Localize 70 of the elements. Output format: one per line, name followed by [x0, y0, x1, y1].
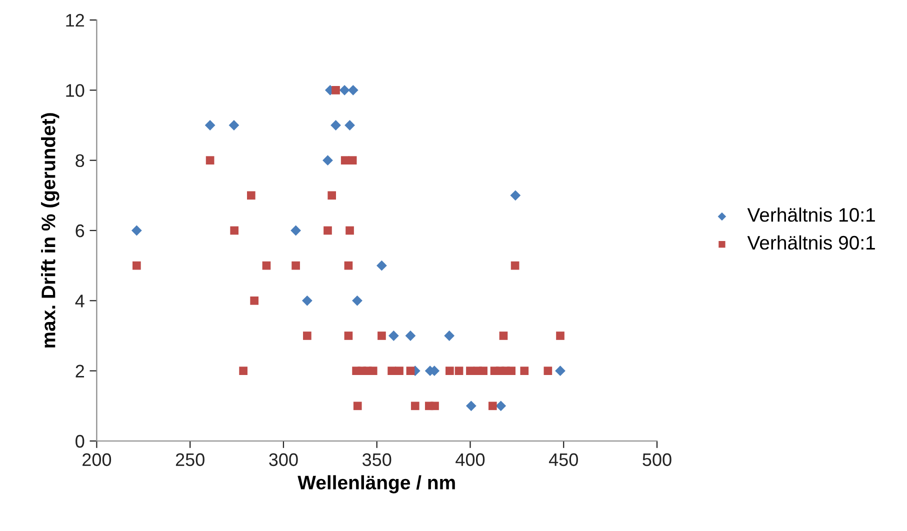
point: [131, 225, 142, 236]
point: [510, 190, 521, 201]
y-tick-label: 10: [66, 84, 84, 97]
x-tick-label: 200: [82, 453, 112, 466]
point: [328, 191, 336, 200]
x-tick-label: 450: [548, 453, 578, 466]
point: [446, 366, 454, 375]
point: [132, 261, 141, 270]
legend-label: Verhältnis 90:1: [747, 235, 875, 250]
point: [488, 402, 497, 410]
point: [544, 366, 552, 375]
point: [204, 120, 216, 130]
point: [368, 366, 378, 375]
y-tick-label: 0: [76, 434, 84, 448]
legend-label: Verhältnis 10:1: [747, 208, 875, 222]
point: [330, 120, 341, 130]
y-tick-label: 8: [76, 154, 84, 168]
x-tick-label: 300: [269, 453, 298, 466]
point: [410, 402, 420, 410]
point: [239, 366, 248, 375]
point: [346, 226, 354, 235]
point: [499, 332, 508, 340]
point: [290, 225, 301, 236]
point: [322, 155, 333, 166]
x-tick-label: 350: [362, 453, 392, 466]
point: [376, 260, 387, 271]
point: [332, 86, 340, 94]
point: [344, 261, 353, 270]
point: [228, 120, 240, 130]
point: [262, 261, 271, 270]
point: [348, 84, 358, 96]
point: [556, 332, 564, 340]
point: [348, 156, 357, 164]
point: [520, 366, 529, 375]
point: [444, 330, 455, 341]
x-axis-title: Wellenlänge / nm: [298, 475, 455, 494]
x-tick-label: 500: [642, 453, 672, 466]
point: [352, 295, 362, 306]
point: [324, 226, 332, 235]
point: [430, 402, 439, 410]
point: [339, 84, 350, 96]
point: [405, 330, 416, 341]
point: [303, 332, 312, 340]
point: [250, 296, 258, 305]
point: [292, 261, 300, 270]
x-tick-label: 250: [176, 453, 204, 466]
point: [507, 366, 516, 375]
point: [246, 191, 256, 200]
x-tick-label: 400: [456, 453, 485, 466]
y-tick-label: 4: [75, 294, 84, 308]
point: [302, 295, 312, 306]
y-tick-label: 12: [66, 14, 84, 27]
point: [378, 332, 386, 340]
point: [479, 366, 488, 375]
y-axis-title: max. Drift in % (gerundet): [41, 113, 60, 348]
point: [406, 366, 415, 375]
point: [230, 226, 239, 235]
point: [395, 366, 404, 375]
y-tick-label: 6: [76, 224, 84, 238]
point: [555, 366, 566, 376]
y-tick-label: 2: [76, 364, 84, 378]
point: [388, 330, 399, 341]
point: [353, 402, 362, 410]
point: [344, 120, 355, 130]
point: [454, 366, 464, 375]
point: [496, 400, 506, 412]
point: [510, 261, 520, 270]
point: [466, 400, 476, 412]
point: [206, 156, 214, 164]
point: [344, 332, 353, 340]
